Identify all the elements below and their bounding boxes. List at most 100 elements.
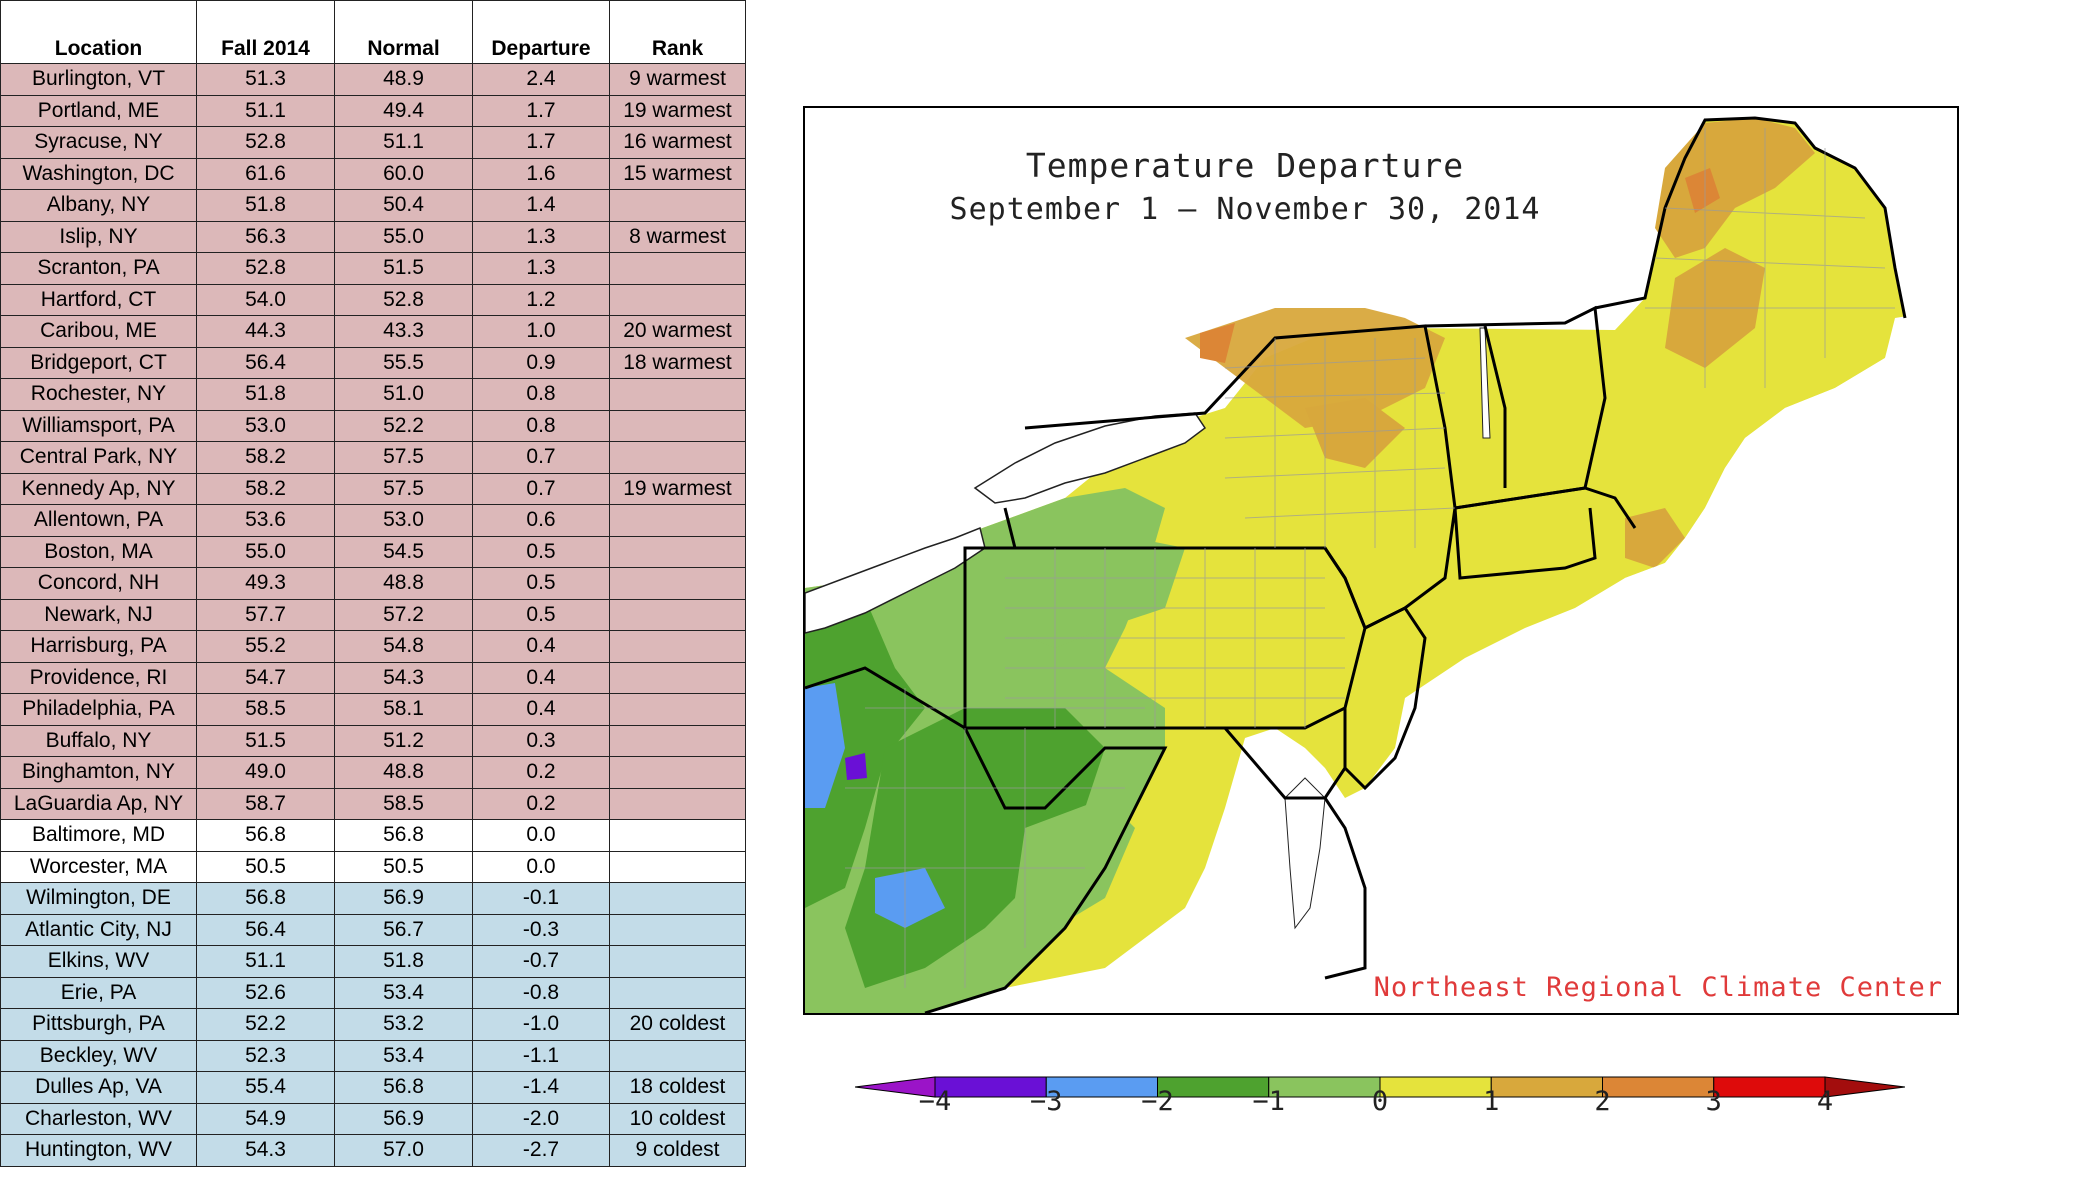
table-row: LaGuardia Ap, NY 58.7 58.5 0.2 xyxy=(0,787,746,820)
cell-fall-2014: 61.6 xyxy=(196,157,335,190)
cold-region-appalachia xyxy=(1015,798,1135,928)
cell-departure: -2.7 xyxy=(472,1134,610,1167)
cell-normal: 48.8 xyxy=(334,567,473,600)
cell-normal: 48.9 xyxy=(334,63,473,96)
table-row: Pittsburgh, PA 52.2 53.2 -1.0 20 coldest xyxy=(0,1008,746,1041)
cell-rank xyxy=(609,567,746,600)
cell-normal: 58.1 xyxy=(334,693,473,726)
header-location: Location xyxy=(0,0,197,64)
cell-fall-2014: 53.0 xyxy=(196,409,335,442)
very-cold-spot-1 xyxy=(805,683,845,808)
table-row: Newark, NJ 57.7 57.2 0.5 xyxy=(0,598,746,631)
cell-departure: 0.5 xyxy=(472,567,610,600)
colorbar-tick-label: 4 xyxy=(1816,1086,1834,1117)
cell-normal: 51.2 xyxy=(334,724,473,757)
cell-departure: 0.0 xyxy=(472,819,610,852)
very-cold-spot-3 xyxy=(845,753,867,780)
cell-location: Rochester, NY xyxy=(0,378,197,411)
cell-normal: 57.5 xyxy=(334,441,473,474)
cell-fall-2014: 58.2 xyxy=(196,441,335,474)
cell-departure: -0.1 xyxy=(472,882,610,915)
cell-fall-2014: 51.1 xyxy=(196,94,335,127)
cell-fall-2014: 52.8 xyxy=(196,126,335,159)
cell-rank: 9 coldest xyxy=(609,1134,746,1167)
cell-rank: 18 coldest xyxy=(609,1071,746,1104)
table-row: Kennedy Ap, NY 58.2 57.5 0.7 19 warmest xyxy=(0,472,746,505)
cell-rank xyxy=(609,409,746,442)
lake-ontario xyxy=(973,412,1207,504)
table-row: Scranton, PA 52.8 51.5 1.3 xyxy=(0,252,746,285)
cell-rank xyxy=(609,913,746,946)
cell-departure: 0.7 xyxy=(472,472,610,505)
colorbar-tick-label: −4 xyxy=(918,1086,952,1117)
cell-departure: -0.8 xyxy=(472,976,610,1009)
cell-departure: -0.7 xyxy=(472,945,610,978)
cell-rank: 20 warmest xyxy=(609,315,746,348)
warm-region-capecod xyxy=(1625,508,1685,568)
colorbar-tick-label: −3 xyxy=(1029,1086,1063,1117)
cell-normal: 54.5 xyxy=(334,535,473,568)
table-row: Philadelphia, PA 58.5 58.1 0.4 xyxy=(0,693,746,726)
chesapeake-bay xyxy=(1284,777,1326,930)
map-title: Temperature Departure xyxy=(1025,146,1465,185)
cell-fall-2014: 52.2 xyxy=(196,1008,335,1041)
colorbar-tick-label: 3 xyxy=(1705,1086,1722,1117)
cell-rank: 8 warmest xyxy=(609,220,746,253)
cell-normal: 55.0 xyxy=(334,220,473,253)
cell-rank xyxy=(609,1039,746,1072)
hot-spot-ny xyxy=(1200,323,1235,363)
table-header-row: Location Fall 2014 Normal Departure Rank xyxy=(0,0,746,64)
table-row: Bridgeport, CT 56.4 55.5 0.9 18 warmest xyxy=(0,346,746,379)
cell-rank: 18 warmest xyxy=(609,346,746,379)
cell-rank xyxy=(609,850,746,883)
map-graphic xyxy=(805,116,1957,1013)
cell-normal: 49.4 xyxy=(334,94,473,127)
cell-departure: 1.3 xyxy=(472,220,610,253)
colorbar-tick-label: −1 xyxy=(1252,1086,1285,1117)
cell-departure: 0.3 xyxy=(472,724,610,757)
cell-normal: 52.2 xyxy=(334,409,473,442)
cell-normal: 54.8 xyxy=(334,630,473,663)
cell-departure: 0.7 xyxy=(472,441,610,474)
cell-departure: 1.6 xyxy=(472,157,610,190)
cell-fall-2014: 58.5 xyxy=(196,693,335,726)
cell-location: Newark, NJ xyxy=(0,598,197,631)
lake-champlain xyxy=(1479,327,1491,439)
cell-normal: 58.5 xyxy=(334,787,473,820)
cell-normal: 53.4 xyxy=(334,976,473,1009)
map-subtitle: September 1 — November 30, 2014 xyxy=(949,192,1541,227)
cell-location: Kennedy Ap, NY xyxy=(0,472,197,505)
cell-location: Baltimore, MD xyxy=(0,819,197,852)
table-row: Dulles Ap, VA 55.4 56.8 -1.4 18 coldest xyxy=(0,1071,746,1104)
md-boundary xyxy=(965,726,1347,800)
cell-location: Washington, DC xyxy=(0,157,197,190)
cell-rank: 19 warmest xyxy=(609,472,746,505)
cell-normal: 50.5 xyxy=(334,850,473,883)
cell-rank: 16 warmest xyxy=(609,126,746,159)
cell-departure: 1.7 xyxy=(472,94,610,127)
colorbar-bin xyxy=(1824,1076,1905,1098)
table-row: Providence, RI 54.7 54.3 0.4 xyxy=(0,661,746,694)
cell-location: Scranton, PA xyxy=(0,252,197,285)
cell-departure: 1.2 xyxy=(472,283,610,316)
cell-departure: -1.1 xyxy=(472,1039,610,1072)
cell-normal: 60.0 xyxy=(334,157,473,190)
table-row: Charleston, WV 54.9 56.9 -2.0 10 coldest xyxy=(0,1102,746,1135)
cell-location: Binghamton, NY xyxy=(0,756,197,789)
cell-location: Burlington, VT xyxy=(0,63,197,96)
cell-rank: 19 warmest xyxy=(609,94,746,127)
cell-location: Central Park, NY xyxy=(0,441,197,474)
header-departure: Departure xyxy=(472,0,610,64)
cell-rank xyxy=(609,724,746,757)
cell-location: Atlantic City, NJ xyxy=(0,913,197,946)
cell-fall-2014: 53.6 xyxy=(196,504,335,537)
cell-departure: 1.3 xyxy=(472,252,610,285)
vt-nh-divider xyxy=(1483,325,1507,488)
cell-departure: 0.5 xyxy=(472,598,610,631)
cell-location: Beckley, WV xyxy=(0,1039,197,1072)
cell-fall-2014: 54.9 xyxy=(196,1102,335,1135)
cell-location: Boston, MA xyxy=(0,535,197,568)
cell-departure: 0.4 xyxy=(472,693,610,726)
cell-fall-2014: 50.5 xyxy=(196,850,335,883)
cell-fall-2014: 54.3 xyxy=(196,1134,335,1167)
